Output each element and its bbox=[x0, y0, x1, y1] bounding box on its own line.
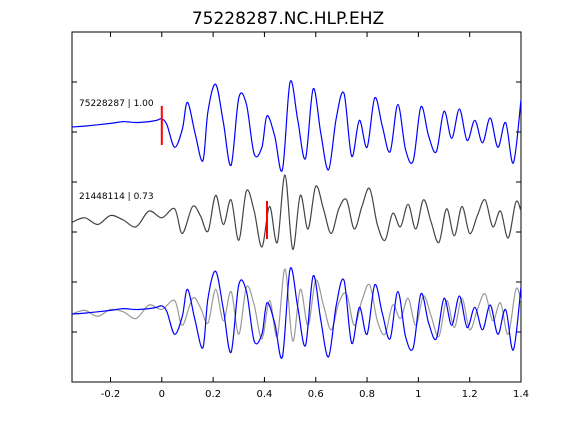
traces bbox=[71, 80, 522, 359]
x-tick-label: -0.2 bbox=[101, 389, 121, 400]
x-tick-label: 1.4 bbox=[513, 389, 529, 400]
x-tick-label: 0.6 bbox=[308, 389, 324, 400]
picks bbox=[160, 106, 268, 239]
x-tick-label: 1 bbox=[415, 389, 421, 400]
chart-title: 75228287.NC.HLP.EHZ bbox=[192, 9, 384, 29]
x-tick-label: 0.8 bbox=[359, 389, 375, 400]
trace-line-panel-1 bbox=[71, 80, 522, 172]
trace-line-panel-3-series-1 bbox=[71, 268, 522, 342]
x-tick-label: 1.2 bbox=[462, 389, 478, 400]
y-ticks bbox=[72, 81, 521, 333]
trace-label-panel-2: 21448114 | 0.73 bbox=[79, 192, 154, 202]
trace-line-panel-2 bbox=[71, 174, 522, 250]
trace-line-panel-3-series-2 bbox=[71, 267, 522, 359]
plot-frame bbox=[71, 31, 522, 383]
trace-labels: 75228287 | 1.00 21448114 | 0.73 bbox=[79, 99, 154, 202]
x-tick-label: 0.2 bbox=[205, 389, 221, 400]
x-tick-label: 0 bbox=[159, 389, 165, 400]
trace-label-panel-1: 75228287 | 1.00 bbox=[79, 99, 154, 109]
x-tick-label: 0.4 bbox=[256, 389, 272, 400]
x-axis: -0.2 0 0.2 0.4 0.6 0.8 1 1.2 1.4 bbox=[101, 32, 529, 400]
